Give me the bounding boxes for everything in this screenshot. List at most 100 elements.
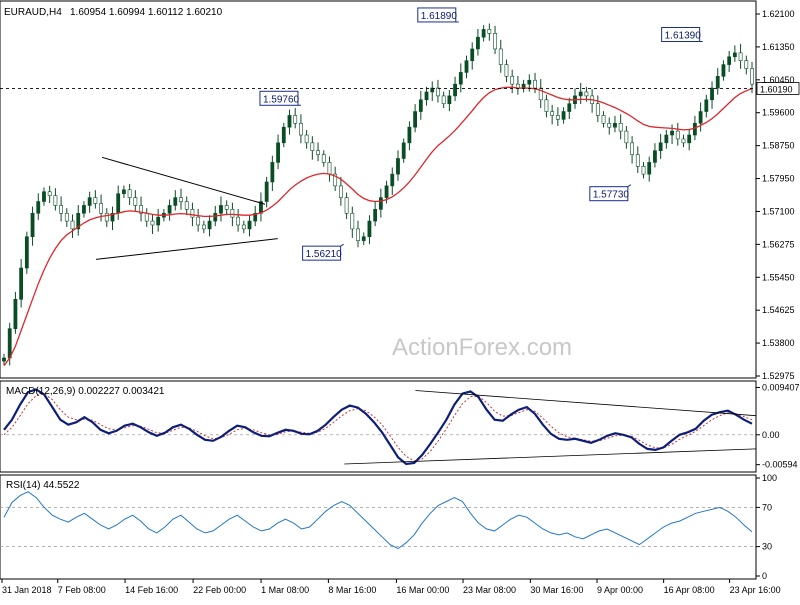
candle-body (584, 91, 589, 97)
candle-body (424, 91, 429, 101)
price-label-text: 1.61890 (421, 11, 458, 22)
candle-body (721, 64, 726, 77)
candle-body (601, 115, 606, 124)
candle-body (42, 191, 46, 202)
price-tick-label: 1.54625 (762, 305, 795, 315)
price-header-ohlc: 1.60954 1.60994 1.60112 1.60210 (70, 7, 223, 18)
macd-tick-label: 0.00 (762, 430, 780, 440)
x-tick-label: 14 Feb 16:00 (125, 585, 178, 595)
candle-body (727, 56, 732, 65)
candle-body (658, 142, 663, 151)
candle-body (122, 189, 126, 194)
price-label-box (589, 186, 629, 202)
price-label-leader (627, 184, 632, 188)
candle-body (624, 130, 629, 144)
candle-body (653, 150, 657, 163)
candle-body (167, 205, 172, 214)
price-label-box (302, 245, 342, 261)
rsi-tick-label: 100 (762, 473, 777, 483)
candle-body (670, 130, 674, 136)
x-tick-label: 23 Mar 08:00 (463, 585, 516, 595)
price-tick-label: 1.57100 (762, 206, 795, 216)
candle-body (664, 134, 669, 144)
candle-body (470, 48, 475, 61)
candle-body (561, 111, 566, 120)
candle-body (687, 134, 692, 144)
candle-body (327, 162, 332, 175)
candle-body (744, 60, 749, 69)
candle-body (698, 111, 703, 124)
candle-body (156, 216, 161, 226)
x-tick-label: 31 Jan 2018 (2, 585, 52, 595)
triangle-lower-trendline (95, 238, 278, 260)
panel-frames (0, 0, 757, 580)
candle-body (104, 212, 109, 222)
candle-body (436, 87, 440, 97)
candle-body (87, 197, 92, 206)
price-header-symbol: EURAUD,H4 (4, 7, 62, 18)
candle-body (595, 103, 600, 116)
price-tick-label: 1.61350 (762, 42, 795, 52)
price-label-text: 1.61390 (665, 31, 702, 42)
candle-body (504, 64, 509, 77)
candle-body (230, 209, 235, 218)
candle-body (236, 216, 241, 226)
candle-body (338, 185, 343, 198)
watermark-text: ActionForex.com (392, 334, 572, 361)
candle-body (350, 212, 355, 230)
x-tick-label: 16 Apr 08:00 (664, 585, 715, 595)
candle-body (253, 212, 258, 222)
candle-body (99, 203, 103, 214)
candle-body (179, 197, 183, 202)
candle-body (13, 299, 18, 329)
candle-body (144, 212, 149, 222)
x-tick-label: 22 Feb 00:00 (193, 585, 246, 595)
candle-body (447, 95, 452, 105)
candle-body (30, 212, 35, 238)
candle-body (390, 173, 395, 187)
candle-body (533, 79, 537, 89)
x-tick-label: 9 Apr 00:00 (597, 585, 643, 595)
candle-body (704, 99, 709, 112)
price-tick-label: 1.57950 (762, 174, 795, 184)
candle-body (401, 142, 406, 159)
rsi-header: RSI(14) 44.5522 (6, 480, 80, 491)
triangle-upper-trendline (101, 156, 266, 205)
price-label-box (661, 27, 701, 43)
candle-body (487, 29, 492, 34)
rsi-line (3, 491, 753, 550)
candle-body (544, 99, 549, 112)
candle-body (464, 60, 469, 73)
macd-main-line (3, 388, 753, 466)
macd-panel (0, 388, 757, 466)
candle-body (213, 212, 218, 222)
x-tick-label: 16 Mar 00:00 (396, 585, 449, 595)
candle-body (293, 115, 298, 124)
price-label-box (259, 90, 299, 106)
candle-body (76, 212, 81, 230)
candle-body (2, 357, 6, 362)
candle-body (498, 48, 503, 65)
moving-average-line (3, 86, 753, 367)
candle-body (458, 72, 463, 85)
rsi-panel-frame (0, 474, 757, 580)
candle-body (70, 220, 75, 230)
price-tick-label: 1.53800 (762, 338, 795, 348)
candle-body (207, 220, 212, 230)
candle-body (139, 205, 143, 214)
candle-body (281, 126, 286, 144)
candle-body (647, 162, 652, 175)
candle-body (384, 185, 389, 198)
rsi-tick-label: 0 (762, 571, 767, 581)
price-tick-label: 1.55450 (762, 272, 795, 282)
candle-body (59, 205, 63, 214)
candle-body (607, 122, 612, 128)
candle-body (150, 220, 155, 226)
candle-body (241, 224, 246, 230)
macd-lower-trendline (344, 448, 757, 465)
candle-body (276, 142, 280, 163)
candle-body (184, 201, 189, 210)
price-tick-label: 1.56275 (762, 239, 795, 249)
